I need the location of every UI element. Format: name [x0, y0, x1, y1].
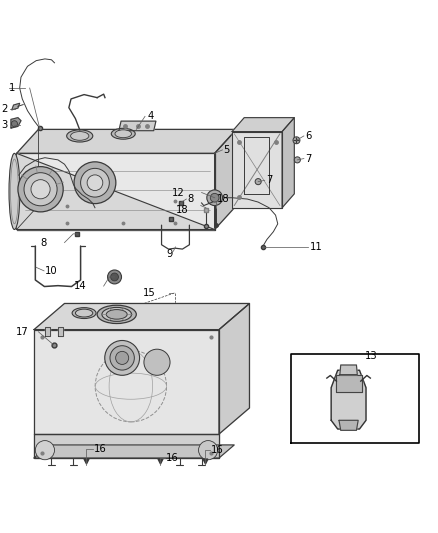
- Polygon shape: [11, 118, 21, 128]
- Circle shape: [293, 137, 300, 144]
- Polygon shape: [45, 327, 50, 336]
- Polygon shape: [331, 370, 366, 429]
- Polygon shape: [340, 365, 357, 375]
- Text: 14: 14: [74, 281, 86, 291]
- Text: 12: 12: [171, 188, 184, 198]
- Circle shape: [110, 346, 134, 370]
- Circle shape: [294, 157, 300, 163]
- Polygon shape: [336, 375, 362, 392]
- Ellipse shape: [111, 128, 135, 139]
- Ellipse shape: [9, 154, 20, 230]
- Polygon shape: [12, 103, 20, 110]
- Ellipse shape: [67, 130, 93, 142]
- Circle shape: [31, 180, 50, 199]
- Circle shape: [24, 173, 57, 206]
- Polygon shape: [119, 121, 156, 131]
- Polygon shape: [34, 434, 219, 458]
- Text: 2: 2: [1, 104, 8, 114]
- Circle shape: [210, 193, 219, 202]
- Polygon shape: [232, 118, 294, 132]
- Circle shape: [207, 190, 223, 206]
- Text: 7: 7: [266, 175, 272, 185]
- Text: 18: 18: [217, 194, 230, 204]
- Circle shape: [81, 168, 110, 197]
- Ellipse shape: [71, 132, 89, 140]
- Polygon shape: [232, 132, 282, 208]
- Circle shape: [87, 175, 103, 191]
- Text: 18: 18: [176, 205, 188, 215]
- Text: 1: 1: [9, 83, 16, 93]
- Polygon shape: [244, 136, 269, 194]
- Text: 4: 4: [147, 111, 153, 122]
- Polygon shape: [34, 445, 234, 458]
- Text: 8: 8: [187, 194, 194, 204]
- Text: 11: 11: [310, 242, 322, 252]
- Text: 16: 16: [211, 445, 224, 455]
- Ellipse shape: [72, 308, 96, 319]
- Circle shape: [144, 349, 170, 375]
- Ellipse shape: [97, 305, 136, 324]
- Circle shape: [111, 273, 118, 281]
- Circle shape: [198, 441, 218, 460]
- Circle shape: [11, 120, 18, 127]
- Polygon shape: [219, 303, 250, 434]
- Polygon shape: [282, 118, 294, 208]
- Circle shape: [108, 270, 121, 284]
- Text: 5: 5: [223, 145, 230, 155]
- Circle shape: [116, 351, 129, 365]
- Polygon shape: [291, 353, 419, 443]
- Text: 9: 9: [167, 249, 173, 260]
- Text: 7: 7: [305, 154, 311, 164]
- Ellipse shape: [106, 310, 127, 319]
- Polygon shape: [339, 421, 358, 430]
- Polygon shape: [34, 303, 250, 329]
- Text: 3: 3: [1, 119, 7, 130]
- Text: 17: 17: [16, 327, 28, 337]
- Ellipse shape: [102, 308, 131, 321]
- Circle shape: [18, 167, 63, 212]
- Circle shape: [255, 179, 261, 184]
- Circle shape: [74, 162, 116, 204]
- Ellipse shape: [115, 130, 131, 138]
- Ellipse shape: [75, 309, 93, 317]
- Polygon shape: [17, 154, 215, 230]
- Text: 10: 10: [45, 266, 57, 276]
- Polygon shape: [215, 130, 237, 230]
- Text: 6: 6: [305, 131, 311, 141]
- Text: 15: 15: [143, 288, 156, 297]
- Text: 16: 16: [166, 453, 179, 463]
- Circle shape: [35, 441, 54, 460]
- Polygon shape: [34, 329, 219, 434]
- Text: 16: 16: [94, 445, 106, 454]
- Polygon shape: [17, 130, 237, 154]
- Text: 8: 8: [41, 238, 47, 247]
- Polygon shape: [58, 327, 63, 336]
- Circle shape: [105, 341, 140, 375]
- Polygon shape: [11, 154, 215, 230]
- Text: 13: 13: [365, 351, 378, 361]
